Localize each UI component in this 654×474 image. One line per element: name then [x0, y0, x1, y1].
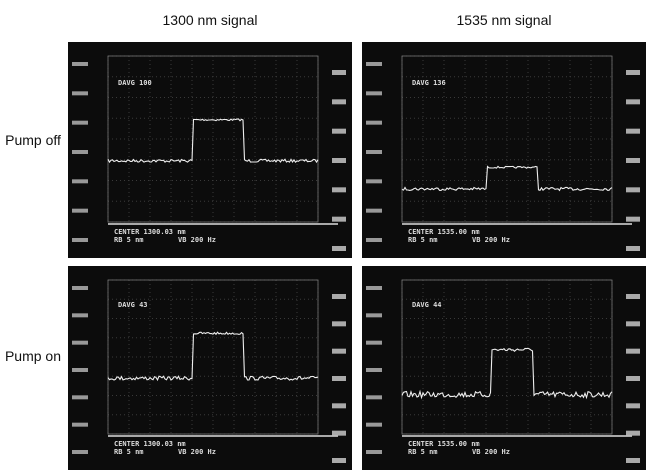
screen-text: RB 5 nm: [114, 236, 144, 244]
screen-text: VB 200 Hz: [472, 236, 510, 244]
screen-detail: [366, 340, 382, 345]
screen-detail: [107, 279, 319, 435]
screen-detail: [72, 340, 88, 345]
screen-detail: [401, 55, 613, 223]
screen-detail: [332, 458, 346, 463]
screen-text: VB 200 Hz: [178, 448, 216, 456]
screen-detail: [366, 150, 382, 154]
analyzer-screen: DAVG 43 CENTER 1300.03 nm RB 5 nm VB 200 Hz: [68, 266, 352, 470]
screen-text: CENTER 1535.00 nm: [408, 228, 480, 236]
screen-detail: [332, 187, 346, 193]
screen-detail: [72, 120, 88, 125]
screen-detail: [72, 179, 88, 184]
analyzer-screen: DAVG 44 CENTER 1535.00 nm RB 5 nm VB 200 Hz: [362, 266, 646, 470]
row-label: Pump off: [5, 132, 61, 148]
screen-detail: [107, 331, 319, 382]
screen-detail: [72, 150, 88, 154]
screen-detail: [366, 208, 382, 213]
screen-text: CENTER 1300.03 nm: [114, 228, 186, 236]
screen-detail: [366, 120, 382, 125]
screen-detail: [366, 450, 382, 454]
screen-detail: [72, 422, 88, 427]
screen-detail: [72, 313, 88, 318]
screen-detail: [366, 238, 382, 242]
screen-detail: [626, 158, 640, 163]
screen-graphics: [366, 279, 640, 463]
screen-text: VB 200 Hz: [472, 448, 510, 456]
screen-detail: [626, 458, 640, 463]
screen-detail: [72, 208, 88, 213]
screen-text: DAVG 100: [118, 79, 152, 87]
screen-graphics: [72, 279, 346, 463]
screen-detail: [626, 376, 640, 381]
screen-detail: [332, 99, 346, 105]
screen-detail: [332, 376, 346, 381]
screen-detail: [366, 313, 382, 318]
screen-detail: [626, 403, 640, 409]
screen-detail: [626, 128, 640, 134]
screen-detail: [332, 403, 346, 409]
screen-detail: [332, 158, 346, 163]
analyzer-screen: DAVG 136 CENTER 1535.00 nm RB 5 nm VB 200 H…: [362, 42, 646, 258]
screen-text: DAVG 136: [412, 79, 446, 87]
screen-detail: [332, 348, 346, 354]
screen-graphics: [366, 55, 640, 251]
screen-detail: [366, 62, 382, 66]
screen-detail: [332, 294, 346, 299]
screen-text: VB 200 Hz: [178, 236, 216, 244]
screen-detail: [626, 99, 640, 105]
screen-text: CENTER 1535.00 nm: [408, 440, 480, 448]
screen-detail: [332, 216, 346, 222]
screen-detail: [366, 395, 382, 400]
screen-detail: [72, 450, 88, 454]
screen-detail: [107, 118, 319, 164]
screen-text: RB 5 nm: [408, 448, 438, 456]
screen-detail: [366, 91, 382, 96]
screen-detail: [72, 62, 88, 66]
screen-text: RB 5 nm: [408, 236, 438, 244]
screen-detail: [72, 395, 88, 400]
screen-detail: [332, 246, 346, 251]
screen-detail: [401, 279, 613, 435]
screen-detail: [332, 128, 346, 134]
screen-detail: [332, 430, 346, 436]
screen-detail: [72, 91, 88, 96]
column-header: 1300 nm signal: [162, 12, 258, 28]
screen-detail: [626, 70, 640, 75]
screen-text: DAVG 43: [118, 301, 148, 309]
screen-detail: [626, 216, 640, 222]
screen-detail: [72, 368, 88, 372]
screen-detail: [626, 321, 640, 327]
screen-detail: [626, 430, 640, 436]
screen-detail: [107, 55, 319, 223]
screen-detail: [366, 179, 382, 184]
screen-detail: [332, 70, 346, 75]
column-header: 1535 nm signal: [456, 12, 552, 28]
screen-detail: [626, 187, 640, 193]
screen-text: DAVG 44: [412, 301, 442, 309]
screen-detail: [72, 286, 88, 290]
screen-detail: [626, 348, 640, 354]
screen-detail: [401, 165, 613, 192]
screen-detail: [332, 321, 346, 327]
screen-detail: [366, 368, 382, 372]
analyzer-screen: DAVG 100 CENTER 1300.03 nm RB 5 nm VB 200 H…: [68, 42, 352, 258]
screen-detail: [72, 238, 88, 242]
screen-detail: [626, 294, 640, 299]
screen-detail: [626, 246, 640, 251]
screen-detail: [401, 347, 613, 400]
screen-text: RB 5 nm: [114, 448, 144, 456]
screen-detail: [366, 422, 382, 427]
screen-graphics: [72, 55, 346, 251]
screen-text: CENTER 1300.03 nm: [114, 440, 186, 448]
row-label: Pump on: [4, 348, 62, 364]
screen-detail: [366, 286, 382, 290]
